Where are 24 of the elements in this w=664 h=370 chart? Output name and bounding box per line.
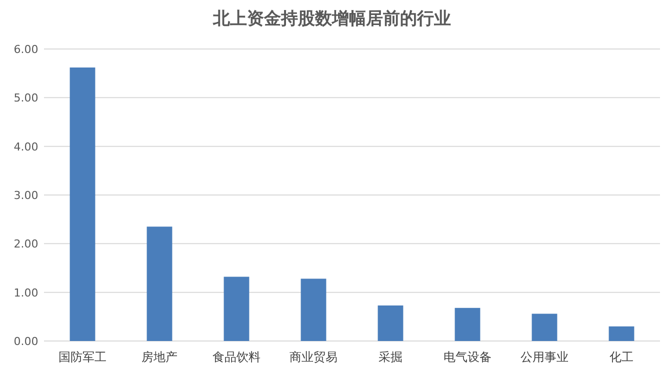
y-tick-label: 0.00 — [14, 335, 38, 348]
bar — [146, 226, 172, 341]
x-tick-label: 公用事业 — [520, 350, 568, 364]
chart-title: 北上资金持股数增幅居前的行业 — [212, 9, 451, 29]
x-tick-label: 房地产 — [142, 350, 178, 364]
x-tick-label: 国防军工 — [58, 350, 106, 364]
bar — [70, 67, 96, 341]
y-tick-label: 4.00 — [14, 140, 38, 154]
x-tick-label: 食品饮料 — [212, 350, 260, 364]
bar — [224, 276, 250, 341]
x-tick-label: 电气设备 — [444, 350, 492, 364]
y-tick-label: 1.00 — [14, 286, 38, 300]
x-tick-label: 化工 — [610, 350, 634, 364]
bar — [608, 326, 634, 341]
x-tick-label: 采掘 — [378, 350, 402, 364]
bar — [300, 278, 326, 341]
y-tick-label: 5.00 — [14, 92, 38, 105]
x-tick-label: 商业贸易 — [290, 350, 338, 364]
bar — [378, 305, 404, 341]
y-tick-label: 6.00 — [14, 43, 38, 56]
y-tick-label: 3.00 — [14, 189, 38, 202]
y-tick-label: 2.00 — [14, 238, 38, 251]
bar — [454, 308, 480, 341]
bar — [532, 314, 558, 341]
